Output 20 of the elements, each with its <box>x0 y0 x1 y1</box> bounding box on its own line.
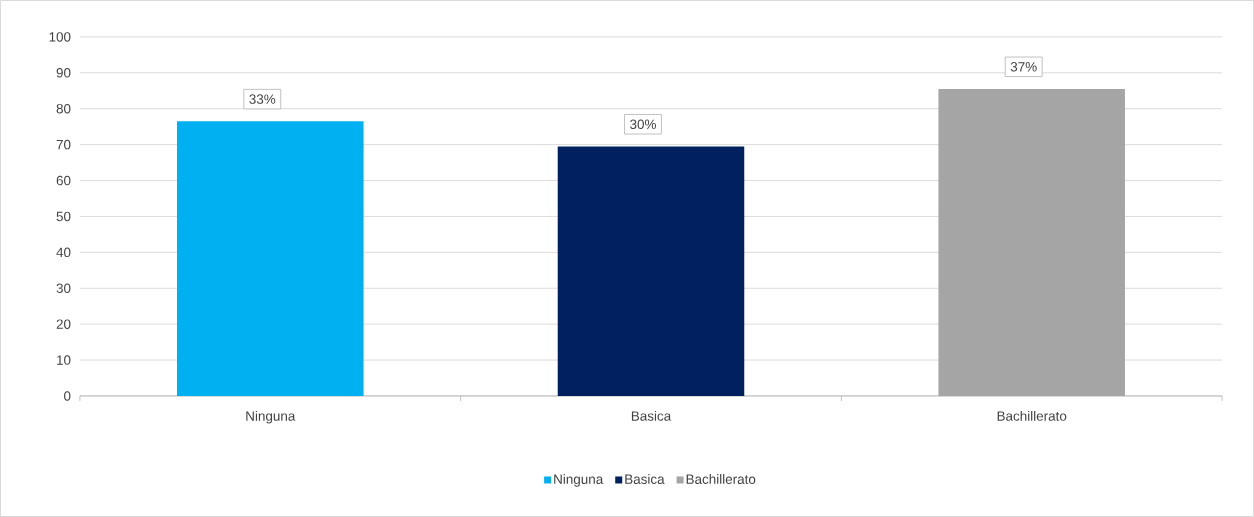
legend-label: Bachillerato <box>686 474 756 485</box>
y-tick-label: 30 <box>56 283 71 294</box>
y-tick-label: 100 <box>49 32 71 42</box>
y-tick-label: 60 <box>56 175 71 186</box>
x-tick-label: Basica <box>631 410 672 421</box>
legend-label: Ninguna <box>554 474 604 487</box>
x-tick-label: Ninguna <box>246 410 296 424</box>
y-tick-label: 20 <box>56 319 71 329</box>
y-tick-label: 70 <box>56 139 71 150</box>
y-tick-label: 40 <box>56 247 71 258</box>
x-tick-label: Bachillerato <box>997 410 1067 421</box>
y-tick-label: 50 <box>56 211 71 222</box>
annotation: 30% <box>630 119 656 130</box>
annotation: 33% <box>249 94 276 104</box>
y-tick-label: 80 <box>56 104 71 114</box>
y-tick-label: 0 <box>64 391 71 401</box>
y-tick-label: 10 <box>57 355 71 365</box>
legend-label: Basica <box>625 474 665 485</box>
annotation: 37% <box>1010 62 1037 72</box>
y-tick-label: 90 <box>56 68 71 78</box>
